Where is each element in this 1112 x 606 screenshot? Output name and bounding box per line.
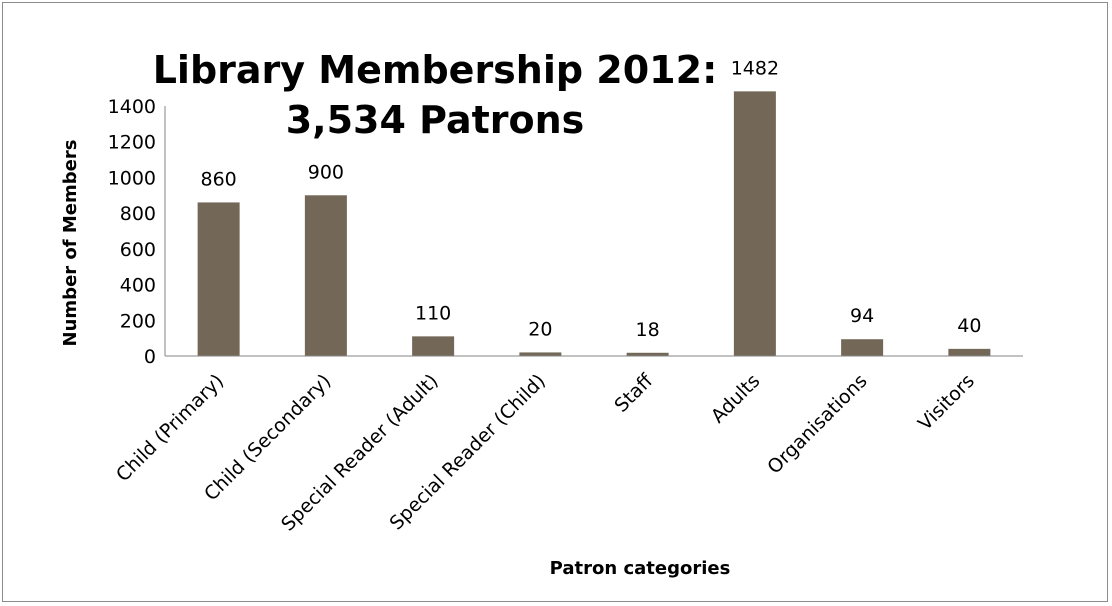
x-tick-label: Child (Primary) — [112, 370, 228, 486]
axes — [164, 106, 1023, 357]
x-tick-label: Visitors — [914, 370, 979, 435]
data-label: 18 — [636, 319, 660, 341]
y-tick-label: 600 — [120, 239, 156, 261]
x-axis-title: Patron categories — [550, 558, 731, 579]
bar — [197, 202, 240, 356]
bars — [197, 91, 991, 356]
data-label: 20 — [528, 318, 552, 340]
x-axis-category-labels: Child (Primary)Child (Secondary)Special … — [112, 369, 979, 535]
y-tick-label: 0 — [144, 346, 156, 368]
data-label: 110 — [415, 302, 451, 324]
x-tick-label: Adults — [707, 370, 765, 428]
chart-title-line-2: 3,534 Patrons — [286, 98, 585, 142]
y-tick-label: 200 — [120, 310, 156, 332]
y-tick-label: 1000 — [108, 167, 156, 189]
y-tick-label: 400 — [120, 275, 156, 297]
data-label: 1482 — [731, 57, 779, 79]
data-label: 40 — [957, 315, 981, 337]
bar — [733, 91, 776, 356]
data-label: 860 — [200, 168, 236, 190]
bar — [519, 352, 562, 356]
y-axis-ticks: 0 200 400 600 800 1000 1200 1400 — [108, 96, 156, 368]
data-label: 900 — [308, 161, 344, 183]
data-label: 94 — [850, 305, 874, 327]
bar — [412, 336, 455, 356]
y-tick-label: 800 — [120, 203, 156, 225]
bar — [304, 195, 347, 356]
y-tick-label: 1400 — [108, 96, 156, 118]
y-axis-title: Number of Members — [60, 140, 81, 347]
chart-title-line-1: Library Membership 2012: — [153, 48, 718, 92]
bar — [948, 348, 991, 356]
y-tick-label: 1200 — [108, 132, 156, 154]
x-tick-label: Staff — [610, 369, 657, 416]
data-labels: 860 900 110 20 18 1482 94 40 — [200, 57, 981, 340]
bar — [841, 339, 884, 356]
bar — [626, 352, 669, 356]
bar-chart: Library Membership 2012: 3,534 Patrons N… — [60, 48, 1023, 579]
x-tick-label: Organisations — [763, 370, 871, 478]
